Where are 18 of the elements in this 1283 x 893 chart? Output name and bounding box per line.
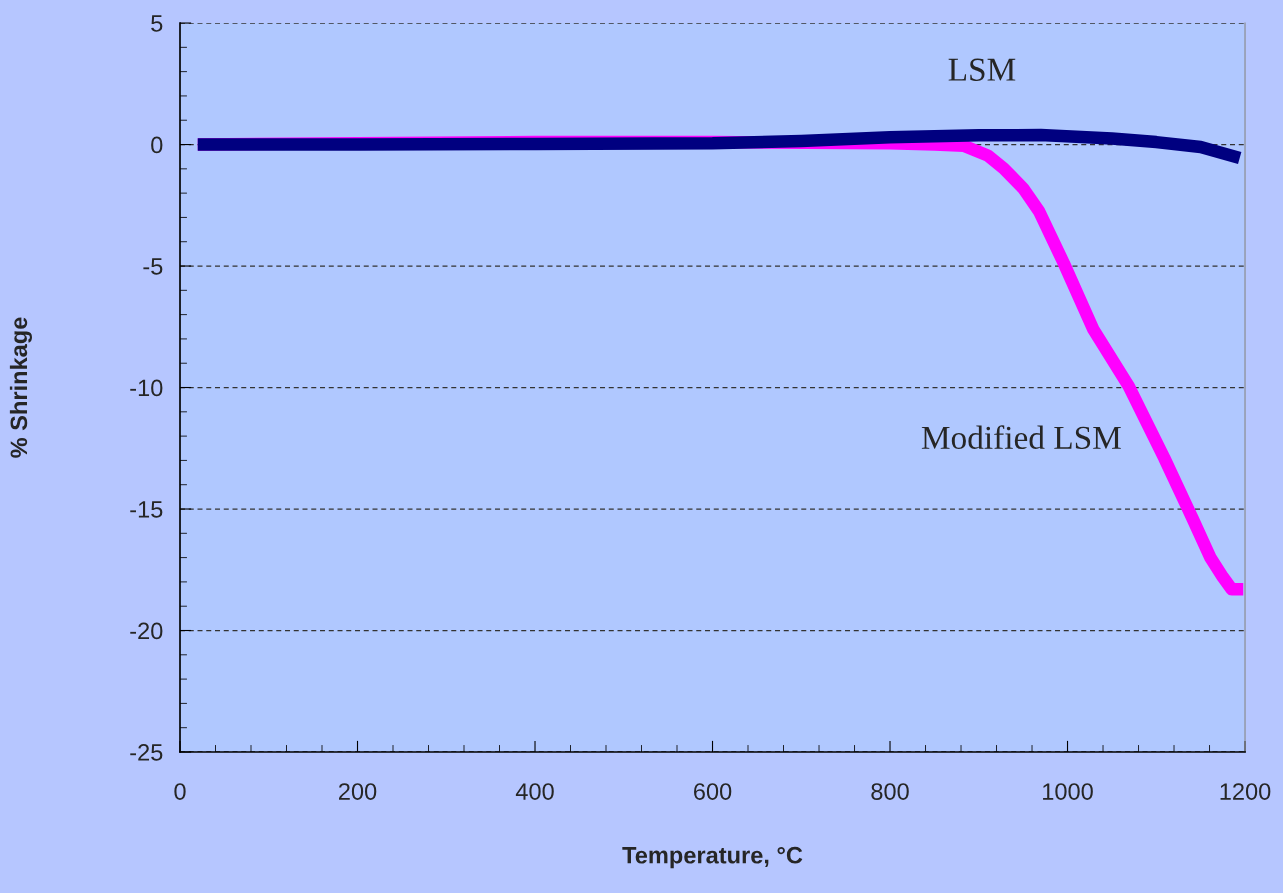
x-axis-title: Temperature, °C (622, 846, 803, 869)
x-tick-label: 0 (174, 783, 186, 800)
x-tick-label: 200 (339, 783, 377, 800)
x-tick-label: 1200 (1220, 783, 1271, 800)
y-tick-label: 0 (151, 136, 163, 154)
x-tick-label: 1000 (1043, 783, 1093, 800)
y-tick-label: -5 (143, 258, 163, 275)
y-tick-label: -20 (130, 622, 163, 640)
x-tick-label: 600 (694, 783, 732, 800)
y-tick-label: -10 (130, 379, 163, 397)
x-tick-label: 400 (515, 783, 554, 800)
x-tick-label: 800 (871, 783, 909, 800)
series-label: LSM (948, 58, 1016, 81)
y-axis-title: % Shrinkage (9, 317, 32, 458)
y-tick-label: 5 (151, 15, 163, 32)
series-label: Modified LSM (921, 425, 1121, 450)
y-tick-label: -25 (130, 744, 163, 761)
y-tick-label: -15 (130, 501, 163, 518)
